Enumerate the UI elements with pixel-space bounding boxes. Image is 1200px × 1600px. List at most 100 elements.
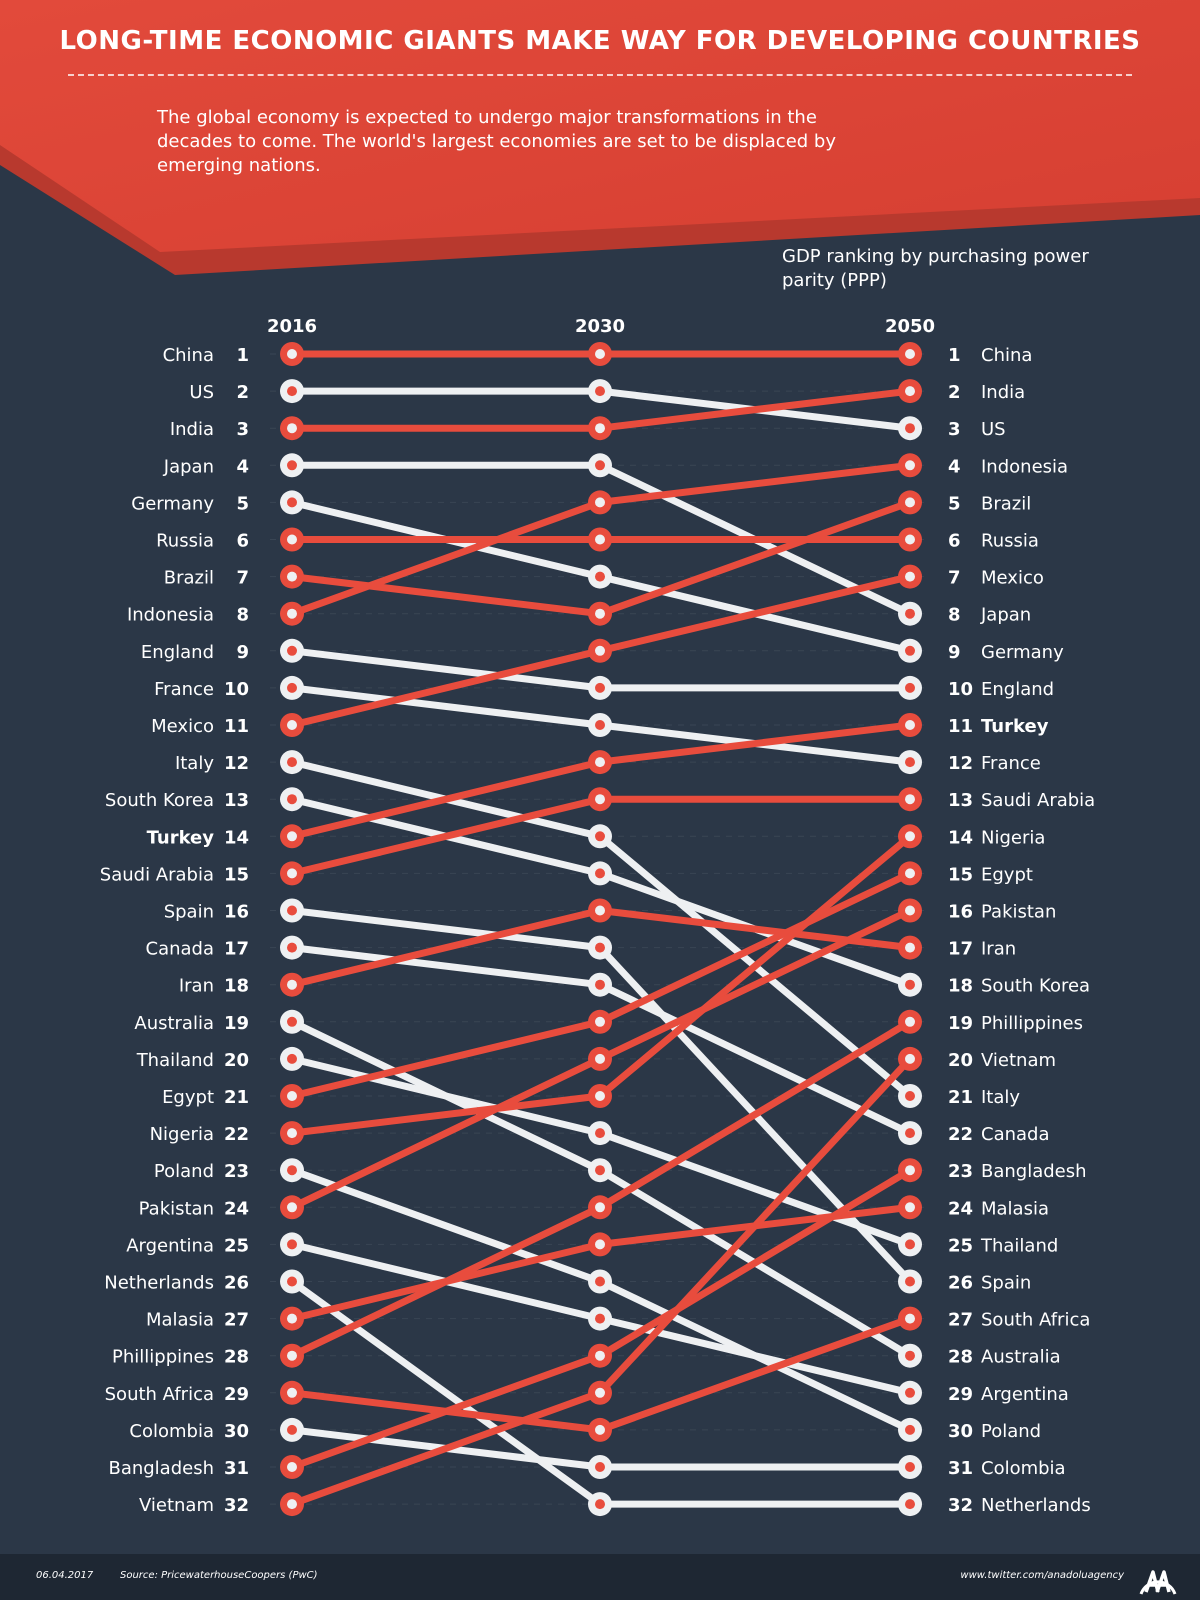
rank-left-germany: 5 bbox=[236, 493, 249, 514]
rank-right-vietnam: 20 bbox=[948, 1050, 973, 1071]
rank-right-colombia: 31 bbox=[948, 1458, 973, 1479]
label-right-phillippines: Phillippines bbox=[981, 1013, 1083, 1034]
rank-left-india: 3 bbox=[236, 419, 249, 440]
marker-dot-iran-2050 bbox=[905, 942, 915, 953]
rank-left-england: 9 bbox=[236, 642, 249, 663]
label-right-south-africa: South Africa bbox=[981, 1310, 1090, 1331]
rank-left-russia: 6 bbox=[236, 531, 249, 552]
marker-dot-france-2016 bbox=[287, 682, 297, 693]
rank-left-thailand: 20 bbox=[224, 1050, 249, 1071]
marker-dot-malasia-2030 bbox=[595, 1239, 605, 1250]
marker-dot-south-korea-2050 bbox=[905, 979, 915, 990]
rank-right-netherlands: 32 bbox=[948, 1495, 973, 1516]
label-right-canada: Canada bbox=[981, 1124, 1050, 1145]
marker-dot-japan-2050 bbox=[905, 608, 915, 619]
label-right-russia: Russia bbox=[981, 531, 1039, 552]
rank-right-china: 1 bbox=[948, 345, 961, 366]
label-left-england: England bbox=[141, 642, 214, 663]
marker-dot-us-2030 bbox=[595, 386, 605, 397]
column-header-2030: 2030 bbox=[575, 316, 625, 337]
label-left-indonesia: Indonesia bbox=[127, 605, 214, 626]
marker-dot-south-korea-2030 bbox=[595, 868, 605, 879]
header-banner bbox=[0, 0, 1200, 275]
rank-right-iran: 17 bbox=[948, 939, 973, 960]
label-right-vietnam: Vietnam bbox=[981, 1050, 1056, 1071]
marker-dot-mexico-2050 bbox=[905, 571, 915, 582]
rank-left-nigeria: 22 bbox=[224, 1124, 249, 1145]
marker-dot-saudi-arabia-2050 bbox=[905, 794, 915, 805]
marker-dot-australia-2030 bbox=[595, 1165, 605, 1176]
marker-dot-thailand-2030 bbox=[595, 1128, 605, 1139]
footer-bar: 06.04.2017 Source: PricewaterhouseCooper… bbox=[0, 1554, 1200, 1600]
marker-dot-brazil-2050 bbox=[905, 497, 915, 508]
anadolu-agency-logo-icon bbox=[1139, 1570, 1177, 1595]
marker-dot-south-korea-2016 bbox=[287, 794, 297, 805]
marker-dot-egypt-2050 bbox=[905, 868, 915, 879]
marker-dot-mexico-2030 bbox=[595, 645, 605, 656]
marker-dot-vietnam-2050 bbox=[905, 1053, 915, 1064]
rank-right-turkey: 11 bbox=[948, 716, 973, 737]
marker-dot-nigeria-2050 bbox=[905, 831, 915, 842]
marker-dot-china-2050 bbox=[905, 349, 915, 359]
rank-right-japan: 8 bbox=[948, 605, 961, 626]
rank-left-france: 10 bbox=[224, 679, 249, 700]
label-left-germany: Germany bbox=[131, 493, 214, 514]
rank-right-pakistan: 16 bbox=[948, 902, 973, 923]
label-right-colombia: Colombia bbox=[981, 1458, 1066, 1479]
marker-dot-argentina-2016 bbox=[287, 1239, 297, 1250]
label-left-malasia: Malasia bbox=[146, 1310, 214, 1331]
rank-left-south-korea: 13 bbox=[224, 790, 249, 811]
marker-dot-germany-2050 bbox=[905, 645, 915, 656]
rank-right-saudi-arabia: 13 bbox=[948, 790, 973, 811]
rank-right-italy: 21 bbox=[948, 1087, 973, 1108]
marker-dot-brazil-2016 bbox=[287, 571, 297, 582]
marker-dot-pakistan-2030 bbox=[595, 1053, 605, 1064]
rank-left-us: 2 bbox=[236, 382, 249, 403]
label-right-pakistan: Pakistan bbox=[981, 902, 1056, 923]
marker-dot-thailand-2016 bbox=[287, 1053, 297, 1064]
marker-dot-turkey-2016 bbox=[287, 831, 297, 842]
marker-dot-vietnam-2016 bbox=[287, 1499, 297, 1510]
rank-left-iran: 18 bbox=[224, 976, 249, 997]
rank-left-pakistan: 24 bbox=[224, 1198, 249, 1219]
label-right-england: England bbox=[981, 679, 1054, 700]
marker-dot-canada-2016 bbox=[287, 942, 297, 953]
marker-dot-pakistan-2016 bbox=[287, 1202, 297, 1213]
column-header-2050: 2050 bbox=[885, 316, 935, 337]
marker-dot-bangladesh-2050 bbox=[905, 1165, 915, 1176]
marker-dot-russia-2016 bbox=[287, 534, 297, 545]
marker-dot-south-africa-2050 bbox=[905, 1313, 915, 1324]
marker-dot-spain-2030 bbox=[595, 942, 605, 953]
label-left-egypt: Egypt bbox=[162, 1087, 214, 1108]
rank-right-germany: 9 bbox=[948, 642, 961, 663]
label-left-france: France bbox=[154, 679, 214, 700]
label-right-mexico: Mexico bbox=[981, 568, 1044, 589]
rank-right-india: 2 bbox=[948, 382, 961, 403]
label-left-poland: Poland bbox=[154, 1161, 214, 1182]
rank-left-china: 1 bbox=[236, 345, 249, 366]
rank-left-netherlands: 26 bbox=[224, 1273, 249, 1294]
rank-right-phillippines: 19 bbox=[948, 1013, 973, 1034]
label-right-italy: Italy bbox=[981, 1087, 1020, 1108]
label-right-saudi-arabia: Saudi Arabia bbox=[981, 790, 1095, 811]
label-right-us: US bbox=[981, 419, 1006, 440]
rank-right-south-korea: 18 bbox=[948, 976, 973, 997]
marker-dot-italy-2050 bbox=[905, 1091, 915, 1101]
label-left-south-africa: South Africa bbox=[105, 1384, 214, 1405]
footer-twitter-link[interactable]: www.twitter.com/anadoluagency bbox=[960, 1570, 1124, 1581]
rank-left-italy: 12 bbox=[224, 753, 249, 774]
rank-left-argentina: 25 bbox=[224, 1235, 249, 1256]
label-left-saudi-arabia: Saudi Arabia bbox=[100, 864, 214, 885]
marker-dot-russia-2030 bbox=[595, 534, 605, 545]
label-right-china: China bbox=[981, 345, 1032, 366]
chart-title: GDP ranking by purchasing power parity (… bbox=[782, 246, 1089, 291]
marker-dot-china-2030 bbox=[595, 349, 605, 359]
rank-left-saudi-arabia: 15 bbox=[224, 864, 249, 885]
marker-dot-netherlands-2030 bbox=[595, 1499, 605, 1510]
label-left-turkey: Turkey bbox=[147, 827, 215, 848]
rank-left-japan: 4 bbox=[236, 456, 249, 477]
rank-left-phillippines: 28 bbox=[224, 1347, 249, 1368]
marker-dot-india-2016 bbox=[287, 423, 297, 434]
rank-right-bangladesh: 23 bbox=[948, 1161, 973, 1182]
